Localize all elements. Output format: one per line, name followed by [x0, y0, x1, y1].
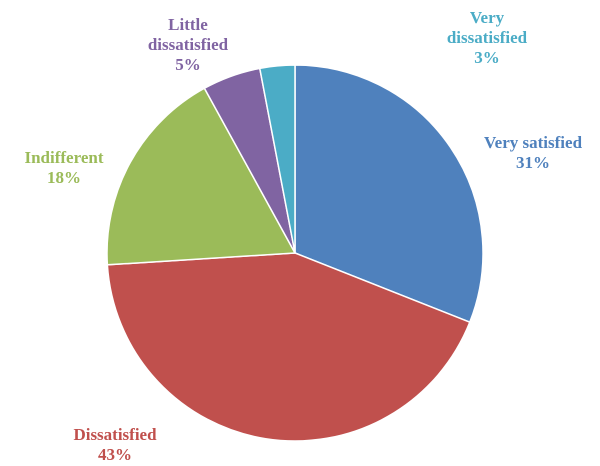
data-label-little-dissatisfied: Little dissatisfied 5%	[148, 15, 229, 74]
pie-slice-dissatisfied	[106, 252, 471, 442]
data-label-dissatisfied: Dissatisfied 43%	[73, 425, 157, 464]
data-label-very-dissatisfied: Very dissatisfied 3%	[447, 8, 528, 67]
data-label-indifferent: Indifferent 18%	[24, 148, 103, 187]
pie-slice-very-satisfied	[294, 64, 484, 324]
pie-slice-very-dissatisfied	[258, 64, 296, 254]
data-label-very-satisfied: Very satisfied 31%	[484, 133, 583, 172]
pie-slice-indifferent	[106, 87, 297, 266]
